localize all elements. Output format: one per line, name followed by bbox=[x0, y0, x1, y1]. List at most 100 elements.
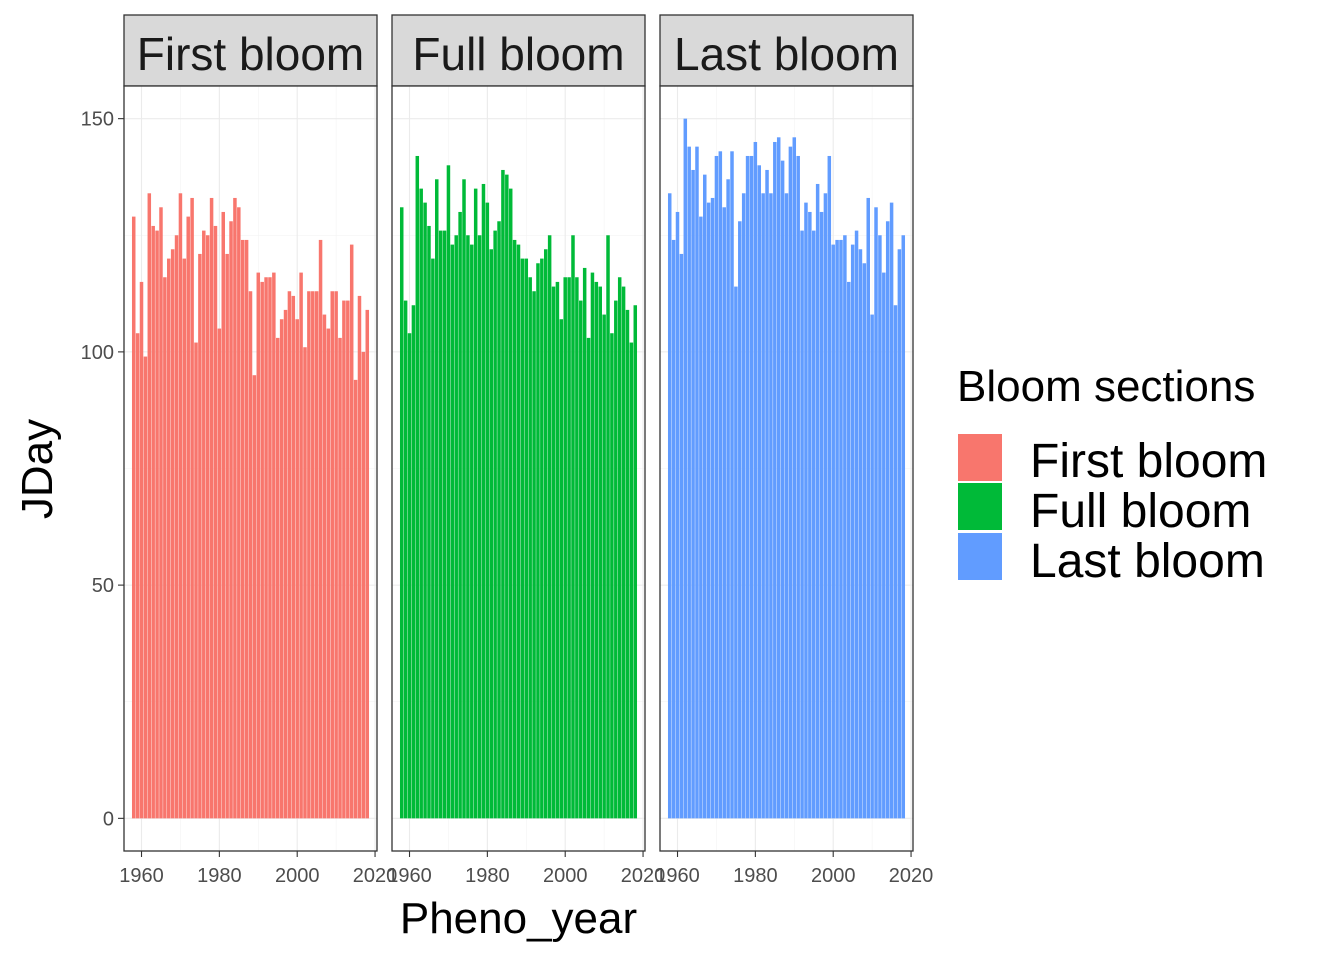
bar-last-bloom-1999 bbox=[827, 155, 832, 819]
bar-full-bloom-2017 bbox=[629, 342, 634, 819]
bar-first-bloom-1968 bbox=[170, 249, 175, 819]
bar-first-bloom-1971 bbox=[182, 258, 187, 819]
bar-full-bloom-1968 bbox=[438, 230, 443, 819]
y-tick-label: 150 bbox=[81, 109, 114, 131]
bar-last-bloom-1990 bbox=[792, 137, 797, 819]
bar-full-bloom-1974 bbox=[462, 179, 466, 819]
bar-last-bloom-1960 bbox=[675, 211, 680, 819]
bar-full-bloom-2015 bbox=[621, 286, 626, 819]
bar-full-bloom-2005 bbox=[582, 267, 587, 819]
panel-border-first-bloom bbox=[123, 85, 378, 852]
bar-full-bloom-1999 bbox=[559, 319, 564, 819]
legend-key-last-bloom bbox=[958, 533, 1002, 580]
bar-last-bloom-1988 bbox=[784, 193, 789, 819]
bar-first-bloom-2012 bbox=[342, 300, 346, 819]
bar-last-bloom-1978 bbox=[745, 155, 750, 819]
bar-first-bloom-1998 bbox=[287, 291, 292, 819]
bar-first-bloom-1967 bbox=[167, 258, 171, 819]
bar-first-bloom-1965 bbox=[159, 207, 163, 819]
bar-full-bloom-1963 bbox=[419, 188, 423, 819]
bar-full-bloom-2018 bbox=[633, 305, 638, 819]
x-axis-title: Pheno_year bbox=[400, 894, 637, 943]
bar-full-bloom-1972 bbox=[454, 235, 458, 819]
bar-first-bloom-1982 bbox=[225, 253, 229, 819]
bar-first-bloom-2004 bbox=[311, 291, 315, 819]
bar-full-bloom-1987 bbox=[512, 239, 517, 819]
bar-full-bloom-1997 bbox=[551, 286, 556, 819]
facet-strip-full-bloom bbox=[391, 14, 646, 87]
bar-first-bloom-2007 bbox=[322, 314, 327, 819]
bar-full-bloom-1970 bbox=[446, 165, 451, 819]
bar-first-bloom-1960 bbox=[139, 281, 144, 819]
x-tick-label: 1960 bbox=[387, 865, 432, 887]
y-tick-label: 0 bbox=[103, 808, 114, 830]
bar-first-bloom-2003 bbox=[307, 291, 311, 819]
facet-strip-label-last-bloom: Last bloom bbox=[674, 28, 899, 80]
bar-first-bloom-1973 bbox=[190, 197, 194, 819]
bar-full-bloom-1979 bbox=[481, 183, 486, 819]
bar-first-bloom-1997 bbox=[283, 309, 288, 819]
bar-last-bloom-1962 bbox=[683, 118, 688, 819]
bar-full-bloom-2010 bbox=[602, 314, 606, 819]
bar-first-bloom-2006 bbox=[318, 239, 323, 819]
bar-last-bloom-1979 bbox=[749, 155, 754, 819]
bar-last-bloom-2005 bbox=[850, 244, 855, 819]
bar-last-bloom-1972 bbox=[722, 207, 726, 819]
bar-last-bloom-2018 bbox=[901, 235, 906, 819]
bar-last-bloom-1970 bbox=[714, 155, 719, 819]
bar-first-bloom-2002 bbox=[303, 347, 307, 819]
bar-full-bloom-1996 bbox=[547, 235, 552, 819]
x-tick-label: 2020 bbox=[621, 865, 666, 887]
facet-strip-last-bloom bbox=[659, 14, 914, 87]
bar-last-bloom-2015 bbox=[889, 202, 894, 819]
bar-first-bloom-1991 bbox=[260, 281, 264, 819]
bar-last-bloom-1965 bbox=[695, 146, 699, 819]
bar-first-bloom-2017 bbox=[361, 351, 366, 819]
bar-full-bloom-1985 bbox=[505, 174, 509, 819]
legend-label-full-bloom: Full bloom bbox=[1030, 485, 1251, 538]
bar-last-bloom-1996 bbox=[815, 183, 820, 819]
bar-full-bloom-1980 bbox=[485, 202, 490, 819]
bar-last-bloom-1995 bbox=[811, 230, 816, 819]
bar-last-bloom-1987 bbox=[780, 160, 785, 819]
bar-first-bloom-2015 bbox=[353, 379, 358, 819]
y-tick-label: 100 bbox=[81, 342, 114, 364]
bar-full-bloom-1989 bbox=[520, 258, 525, 819]
bar-last-bloom-1959 bbox=[671, 239, 676, 819]
bar-first-bloom-2016 bbox=[357, 295, 362, 819]
bar-full-bloom-1998 bbox=[555, 281, 560, 819]
bar-full-bloom-2013 bbox=[614, 300, 618, 819]
bar-last-bloom-1976 bbox=[738, 221, 742, 819]
bar-last-bloom-2004 bbox=[847, 281, 851, 819]
bar-first-bloom-1993 bbox=[268, 277, 272, 819]
bar-last-bloom-1964 bbox=[691, 169, 695, 819]
bar-last-bloom-2009 bbox=[866, 197, 870, 819]
bar-first-bloom-1983 bbox=[229, 221, 233, 819]
bars-last-bloom bbox=[667, 118, 906, 819]
bar-first-bloom-1963 bbox=[151, 225, 155, 819]
bar-last-bloom-1966 bbox=[699, 216, 703, 819]
bar-first-bloom-1970 bbox=[178, 193, 183, 819]
bar-full-bloom-2001 bbox=[567, 277, 571, 819]
bar-full-bloom-1983 bbox=[497, 221, 501, 819]
bar-full-bloom-1994 bbox=[540, 258, 544, 819]
bar-full-bloom-1986 bbox=[508, 188, 513, 819]
y-axis-title: JDay bbox=[13, 419, 62, 519]
bar-first-bloom-1977 bbox=[205, 235, 210, 819]
bar-first-bloom-2014 bbox=[349, 244, 354, 819]
bar-first-bloom-1981 bbox=[221, 211, 225, 819]
bar-last-bloom-1981 bbox=[757, 165, 761, 819]
bar-last-bloom-2017 bbox=[897, 249, 902, 819]
x-tick-label: 1980 bbox=[197, 865, 242, 887]
x-tick-label: 2000 bbox=[811, 865, 856, 887]
bar-last-bloom-1958 bbox=[667, 193, 672, 819]
bar-first-bloom-2018 bbox=[365, 309, 370, 819]
legend-title: Bloom sections bbox=[957, 362, 1255, 411]
bar-full-bloom-2004 bbox=[579, 300, 583, 819]
bar-full-bloom-1976 bbox=[470, 244, 474, 819]
bar-full-bloom-1991 bbox=[528, 277, 532, 819]
bar-last-bloom-2014 bbox=[885, 221, 890, 819]
legend-label-first-bloom: First bloom bbox=[1030, 435, 1267, 488]
bar-last-bloom-1973 bbox=[726, 179, 730, 819]
bar-full-bloom-1960 bbox=[407, 333, 412, 819]
